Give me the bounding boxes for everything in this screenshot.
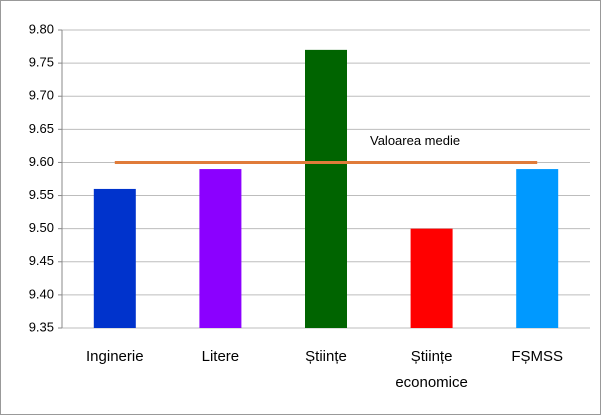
bar: [305, 49, 347, 328]
y-tick-label: 9.40: [29, 286, 54, 301]
x-tick-label: Științe: [305, 348, 347, 365]
bar: [93, 188, 136, 328]
y-tick-label: 9.80: [29, 21, 54, 36]
bar: [516, 169, 559, 328]
y-tick-label: 9.70: [29, 88, 54, 103]
x-tick-label: Inginerie: [86, 348, 144, 365]
x-tick-label: Litere: [202, 348, 240, 365]
reference-label: Valoarea medie: [370, 133, 460, 148]
bar: [199, 169, 242, 328]
y-tick-label: 9.65: [29, 121, 54, 136]
x-tick-label: FȘMSS: [511, 348, 563, 365]
y-tick-label: 9.45: [29, 253, 54, 268]
y-tick-label: 9.35: [29, 319, 54, 334]
y-tick-label: 9.75: [29, 55, 54, 70]
y-tick-label: 9.55: [29, 187, 54, 202]
y-tick-label: 9.60: [29, 154, 54, 169]
bar: [410, 228, 453, 328]
x-tick-label: Științe economice: [395, 348, 468, 391]
y-tick-label: 9.50: [29, 220, 54, 235]
